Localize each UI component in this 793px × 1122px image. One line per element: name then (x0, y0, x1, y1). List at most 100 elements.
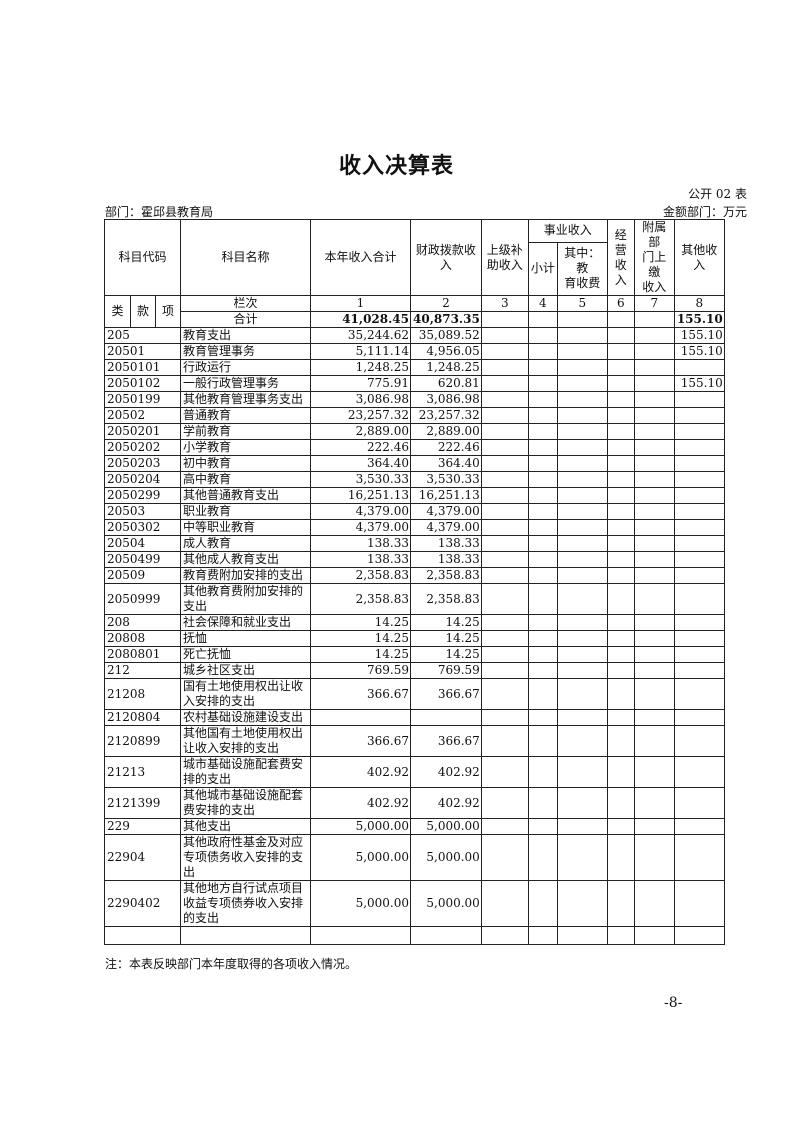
row-other: 155.10 (673, 343, 725, 360)
row-code: 2050302 (104, 519, 181, 536)
row-other (673, 391, 725, 408)
empty-cell (633, 375, 675, 392)
row-other (673, 678, 725, 710)
row-other (673, 439, 725, 456)
table-row: 20504 成人教育 138.33 138.33 (104, 535, 725, 552)
header-edu-fee: 其中：教 育收费 (556, 241, 608, 297)
row-total: 1,248.25 (310, 359, 411, 376)
row-total (310, 709, 411, 726)
row-total: 14.25 (310, 646, 411, 663)
row-name: 教育费附加安排的支出 (180, 567, 311, 584)
empty-cell (480, 614, 529, 631)
empty-cell (606, 926, 635, 945)
row-name: 城市基础设施配套费安 排的支出 (180, 756, 311, 788)
empty-cell (480, 455, 529, 472)
row-fiscal: 2,889.00 (410, 423, 482, 440)
row-other (673, 709, 725, 726)
page-title: 收入决算表 (338, 153, 454, 179)
row-code: 21208 (104, 678, 181, 710)
row-name: 学前教育 (180, 423, 311, 440)
empty-cell (633, 567, 675, 584)
row-name: 其他城市基础设施配套 费安排的支出 (180, 787, 311, 819)
row-name: 其他国有土地使用权出 让收入安排的支出 (180, 725, 311, 757)
empty-cell (556, 787, 608, 819)
empty-cell (527, 583, 558, 615)
row-total: 366.67 (310, 725, 411, 757)
row-fiscal (410, 709, 482, 726)
table-row: 2050203 初中教育 364.40 364.40 (104, 455, 725, 472)
row-other (673, 614, 725, 631)
empty-cell (527, 926, 558, 945)
row-total: 5,000.00 (310, 818, 411, 835)
empty-cell (633, 725, 675, 757)
empty-cell (480, 535, 529, 552)
col-number: 1 (310, 295, 411, 312)
row-name: 一般行政管理事务 (180, 375, 311, 392)
col-number: 3 (480, 295, 529, 312)
empty-cell (633, 630, 675, 647)
empty-cell (527, 756, 558, 788)
empty-cell (527, 407, 558, 424)
empty-cell (606, 423, 635, 440)
header-code: 科目代码 (104, 219, 181, 296)
row-fiscal: 16,251.13 (410, 487, 482, 504)
table-row: 2050204 高中教育 3,530.33 3,530.33 (104, 471, 725, 488)
header-superior: 上级补 助收入 (480, 219, 529, 296)
row-other (673, 487, 725, 504)
row-name: 小学教育 (180, 439, 311, 456)
empty-cell (556, 834, 608, 881)
row-other (673, 567, 725, 584)
empty-cell (606, 756, 635, 788)
row-fiscal: 14.25 (410, 646, 482, 663)
empty-cell (480, 630, 529, 647)
empty-cell (527, 455, 558, 472)
row-total: 364.40 (310, 455, 411, 472)
empty-cell (480, 818, 529, 835)
col-number: 6 (606, 295, 635, 312)
row-total: 402.92 (310, 756, 411, 788)
row-total: 222.46 (310, 439, 411, 456)
row-other (673, 471, 725, 488)
empty-cell (480, 343, 529, 360)
col-number: 4 (527, 295, 558, 312)
header-kuan: 款 (130, 295, 156, 328)
row-name: 其他成人教育支出 (180, 551, 311, 568)
empty-cell (606, 583, 635, 615)
empty-cell (633, 818, 675, 835)
row-other (673, 583, 725, 615)
empty-cell (556, 551, 608, 568)
row-fiscal: 2,358.83 (410, 583, 482, 615)
row-total: 16,251.13 (310, 487, 411, 504)
row-other (673, 756, 725, 788)
empty-cell (556, 926, 608, 945)
empty-cell (556, 487, 608, 504)
row-other (673, 535, 725, 552)
row-other (673, 423, 725, 440)
empty-cell (633, 583, 675, 615)
empty-cell (480, 487, 529, 504)
empty-cell (480, 551, 529, 568)
empty-cell (527, 359, 558, 376)
table-row: 20509 教育费附加安排的支出 2,358.83 2,358.83 (104, 567, 725, 584)
empty-cell (633, 487, 675, 504)
table-row: 20502 普通教育 23,257.32 23,257.32 (104, 407, 725, 424)
row-name: 中等职业教育 (180, 519, 311, 536)
table-row: 20503 职业教育 4,379.00 4,379.00 (104, 503, 725, 520)
header-fiscal: 财政拨款收 入 (410, 219, 482, 296)
row-total: 5,000.00 (310, 834, 411, 881)
empty-cell (633, 678, 675, 710)
row-total: 3,086.98 (310, 391, 411, 408)
row-code: 2050102 (104, 375, 181, 392)
table-row: 2050302 中等职业教育 4,379.00 4,379.00 (104, 519, 725, 536)
row-total: 14.25 (310, 614, 411, 631)
table-row: 2121399 其他城市基础设施配套 费安排的支出 402.92 402.92 (104, 787, 725, 819)
row-other (673, 551, 725, 568)
empty-cell (480, 423, 529, 440)
row-fiscal: 14.25 (410, 630, 482, 647)
row-code: 2121399 (104, 787, 181, 819)
unit-label: 金额部门：万元 (662, 205, 747, 219)
empty-cell (556, 471, 608, 488)
row-total (310, 926, 411, 945)
row-code: 229 (104, 818, 181, 835)
empty-cell (556, 327, 608, 344)
